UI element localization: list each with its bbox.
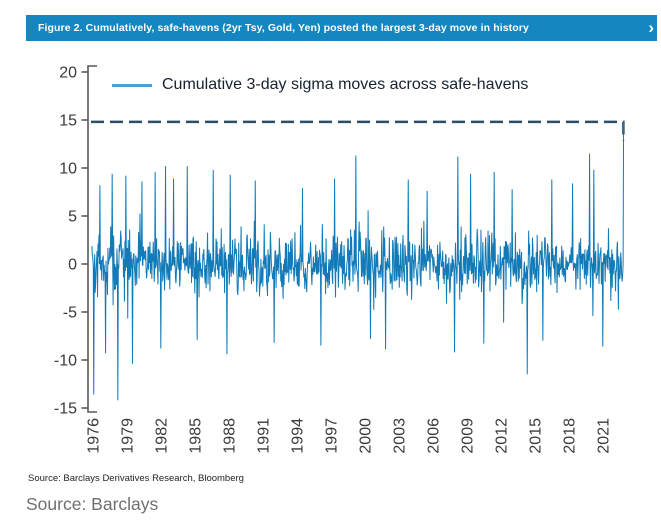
chart-legend: Cumulative 3-day sigma moves across safe… <box>112 76 528 94</box>
svg-text:1988: 1988 <box>221 418 238 454</box>
svg-text:-15: -15 <box>54 401 77 418</box>
svg-text:2003: 2003 <box>391 418 408 454</box>
figure-title-bar: Figure 2. Cumulatively, safe-havens (2yr… <box>26 15 657 41</box>
svg-text:2006: 2006 <box>425 418 442 454</box>
data-series <box>91 121 625 401</box>
svg-text:20: 20 <box>59 65 77 82</box>
svg-text:-5: -5 <box>63 305 77 322</box>
svg-text:1979: 1979 <box>119 418 136 454</box>
svg-text:10: 10 <box>59 161 77 178</box>
svg-text:1994: 1994 <box>289 418 306 454</box>
svg-text:2021: 2021 <box>595 418 612 454</box>
x-axis-labels: 1976 1979 1982 1985 1988 1991 1994 1997 2000 2003… <box>86 418 613 454</box>
svg-text:1991: 1991 <box>255 418 272 454</box>
figure-title: Figure 2. Cumulatively, safe-havens (2yr… <box>38 22 529 34</box>
svg-text:2000: 2000 <box>357 418 374 454</box>
svg-text:1997: 1997 <box>323 418 340 454</box>
svg-text:1976: 1976 <box>86 418 103 454</box>
svg-text:-10: -10 <box>54 353 77 370</box>
svg-text:15: 15 <box>59 113 77 130</box>
chart-source-note: Source: Barclays Derivatives Research, B… <box>28 473 244 484</box>
svg-text:2015: 2015 <box>527 418 544 454</box>
page-source-caption: Source: Barclays <box>26 494 159 514</box>
legend-line-sample <box>112 83 152 87</box>
y-axis: -15 -10 -5 0 5 10 15 20 <box>54 65 97 418</box>
svg-text:1982: 1982 <box>153 418 170 454</box>
svg-text:2009: 2009 <box>459 418 476 454</box>
svg-text:0: 0 <box>68 257 77 274</box>
svg-text:2012: 2012 <box>493 418 510 454</box>
next-chevron-icon[interactable]: › <box>648 18 654 37</box>
svg-text:2018: 2018 <box>561 418 578 454</box>
svg-text:1985: 1985 <box>187 418 204 454</box>
legend-label: Cumulative 3-day sigma moves across safe… <box>162 76 529 93</box>
svg-text:5: 5 <box>68 209 77 226</box>
record-dashed-line <box>91 120 625 141</box>
